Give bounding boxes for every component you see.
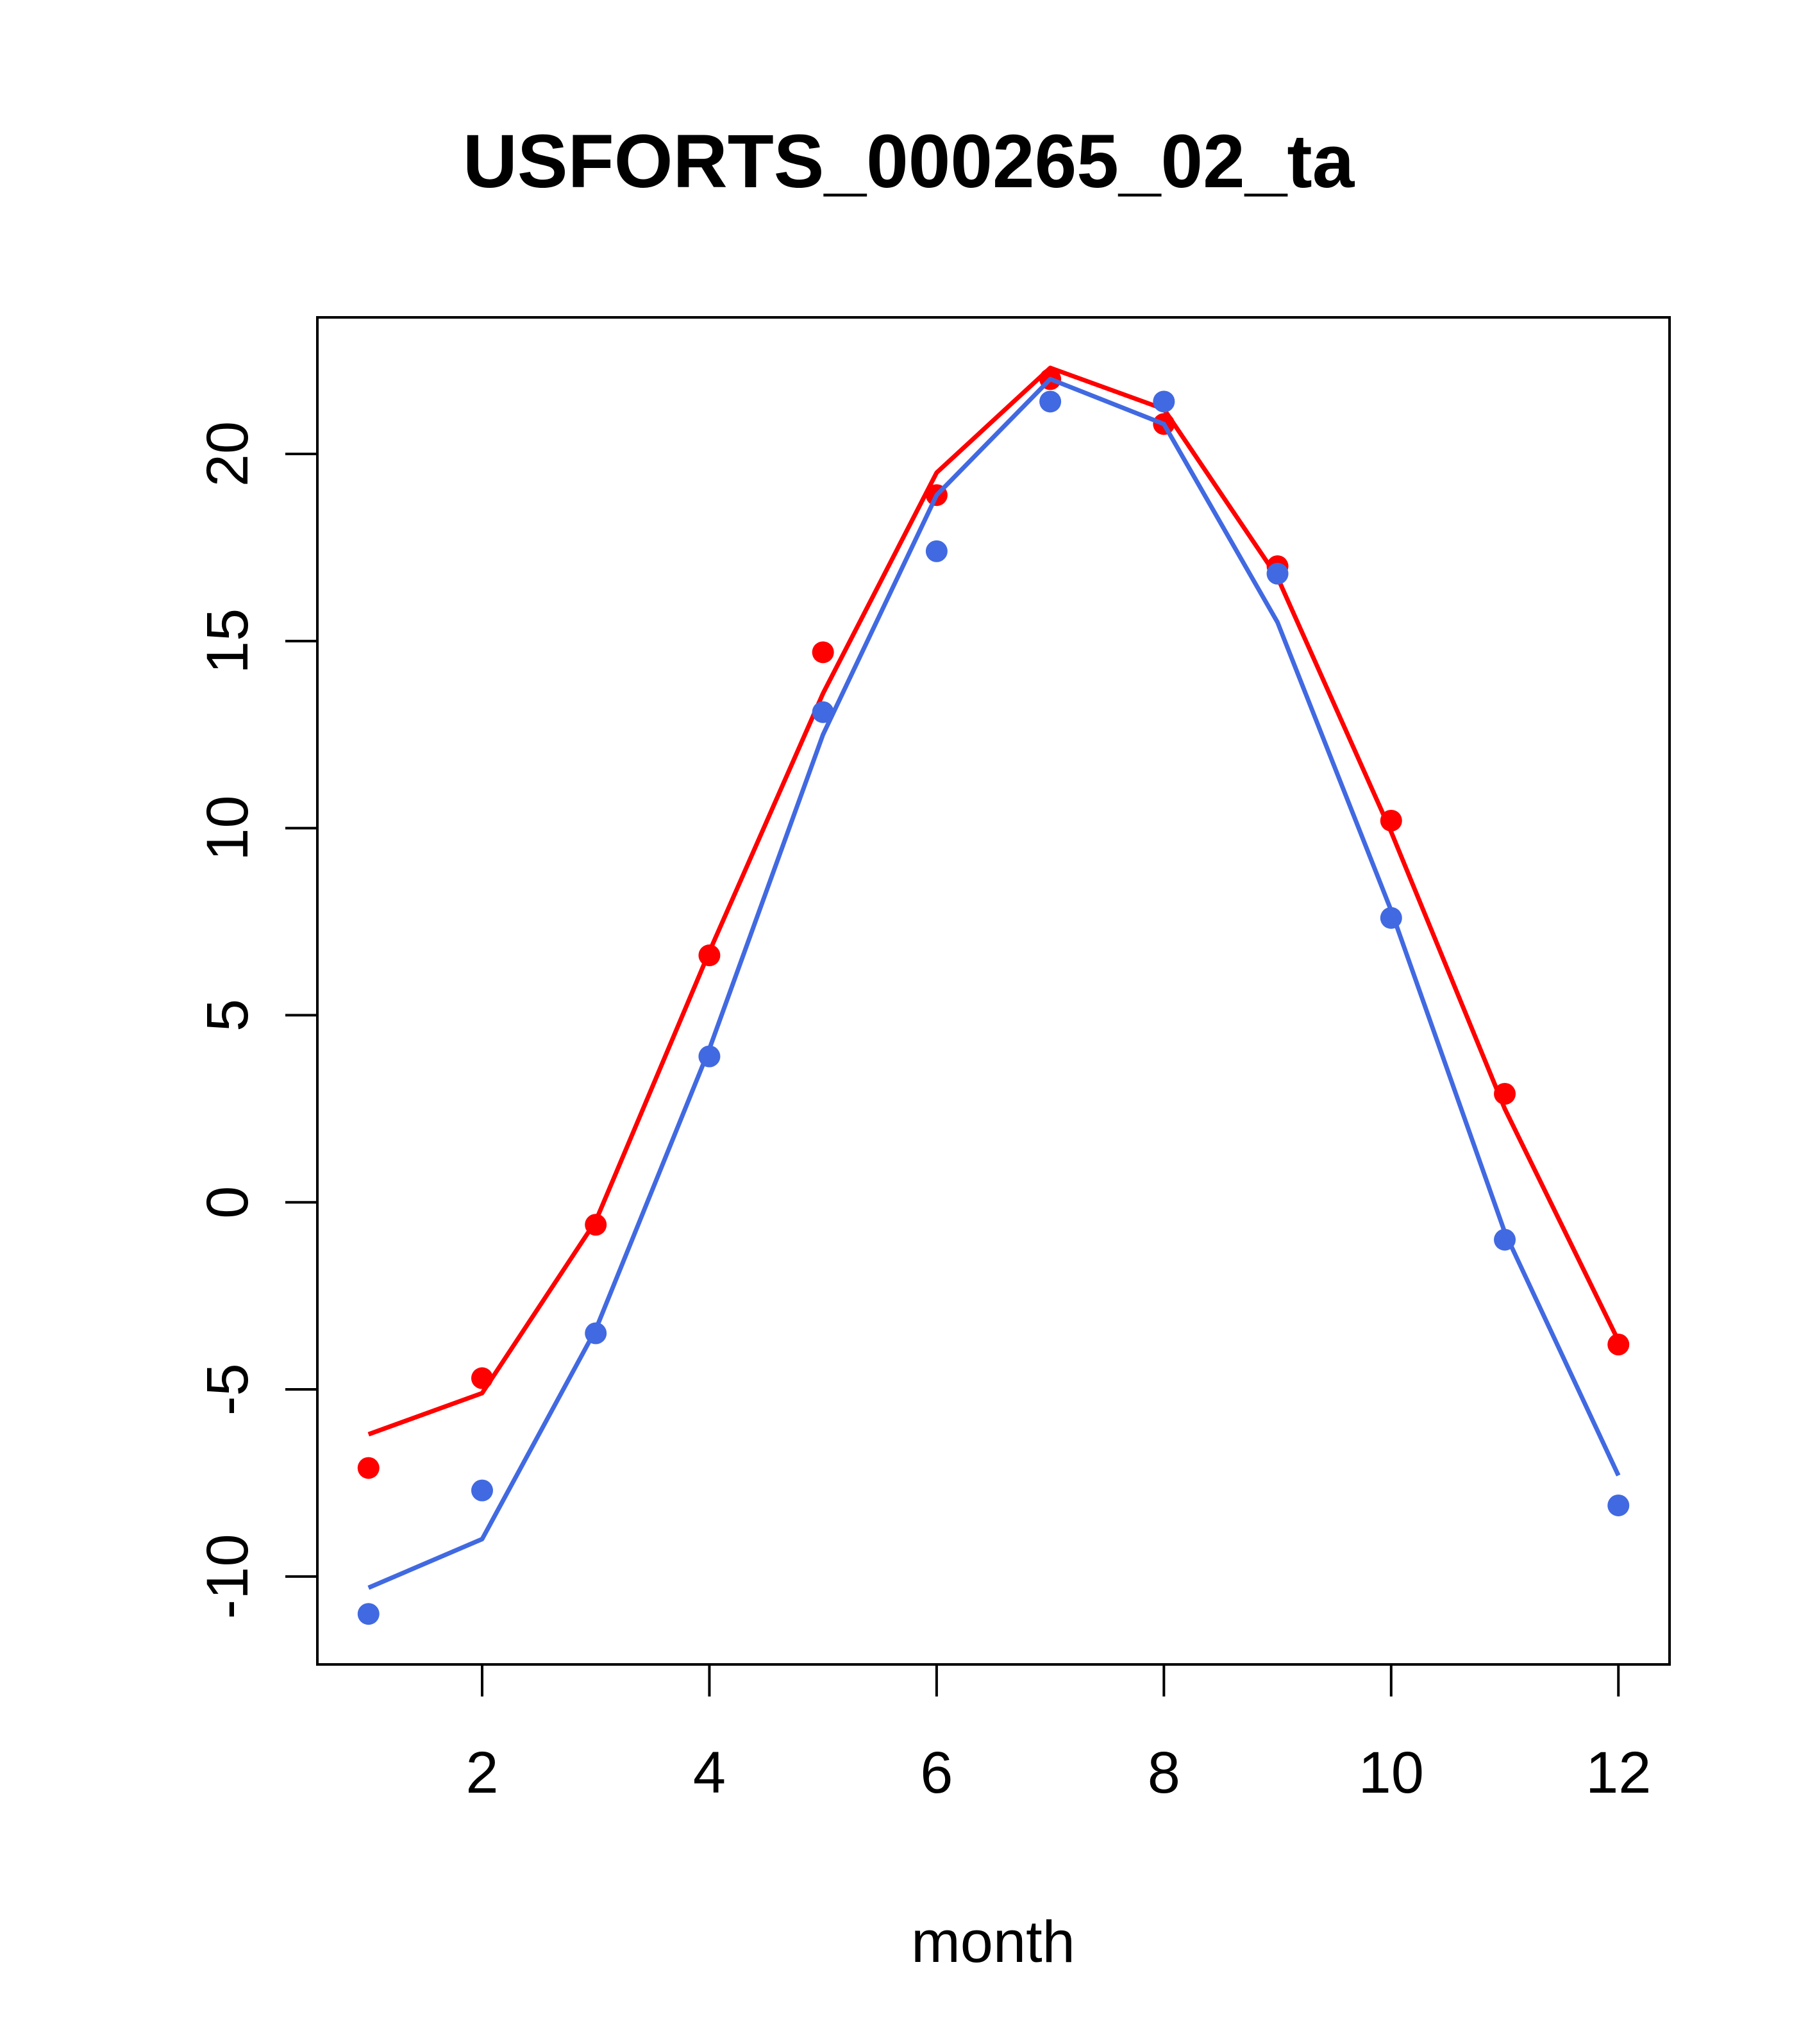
x-tick-label: 4: [693, 1740, 726, 1805]
series-1-point: [471, 1367, 493, 1389]
series-1-point: [1494, 1082, 1516, 1105]
chart-title: USFORTS_000265_02_ta: [463, 119, 1355, 204]
series-3-point: [1494, 1228, 1516, 1251]
y-tick-label: -10: [195, 1534, 260, 1619]
y-tick-label: 20: [195, 421, 260, 487]
y-tick-label: -5: [195, 1363, 260, 1416]
y-tick-label: 10: [195, 795, 260, 860]
series-3-point: [1607, 1494, 1630, 1516]
series-1-point: [812, 641, 834, 664]
series-3-point: [925, 540, 948, 562]
x-tick-label: 6: [920, 1740, 953, 1805]
x-axis-label: month: [911, 1909, 1075, 1975]
series-3-point: [585, 1322, 607, 1345]
series-1-point: [1607, 1334, 1630, 1356]
series-1-point: [585, 1214, 607, 1236]
series-3-point: [1266, 562, 1289, 585]
series-layer: [357, 365, 1630, 1625]
y-axis: -10 -5 0 5 10 15 20: [195, 421, 319, 1619]
plot-frame: [316, 316, 1671, 1666]
series-1-point: [357, 1457, 380, 1479]
series-1-point: [698, 944, 721, 967]
y-tick-label: 5: [195, 999, 260, 1032]
series-3-point: [471, 1479, 493, 1502]
x-tick-label: 10: [1359, 1740, 1424, 1805]
y-tick-label: 0: [195, 1186, 260, 1219]
series-3-point: [1039, 390, 1062, 413]
series-3-point: [698, 1045, 721, 1068]
x-tick-label: 8: [1148, 1740, 1180, 1805]
series-0-line: [367, 365, 1621, 1437]
y-tick-label: 15: [195, 608, 260, 674]
x-tick-label: 2: [465, 1740, 498, 1805]
series-3-point: [357, 1603, 380, 1625]
x-tick-label: 12: [1586, 1740, 1651, 1805]
series-1-point: [1380, 809, 1402, 832]
series-3-point: [1153, 390, 1175, 413]
series-3-point: [1380, 907, 1402, 929]
x-axis: 2 4 6 8 10 12: [465, 1663, 1651, 1805]
series-2-line: [367, 376, 1621, 1590]
series-3-point: [812, 701, 834, 723]
